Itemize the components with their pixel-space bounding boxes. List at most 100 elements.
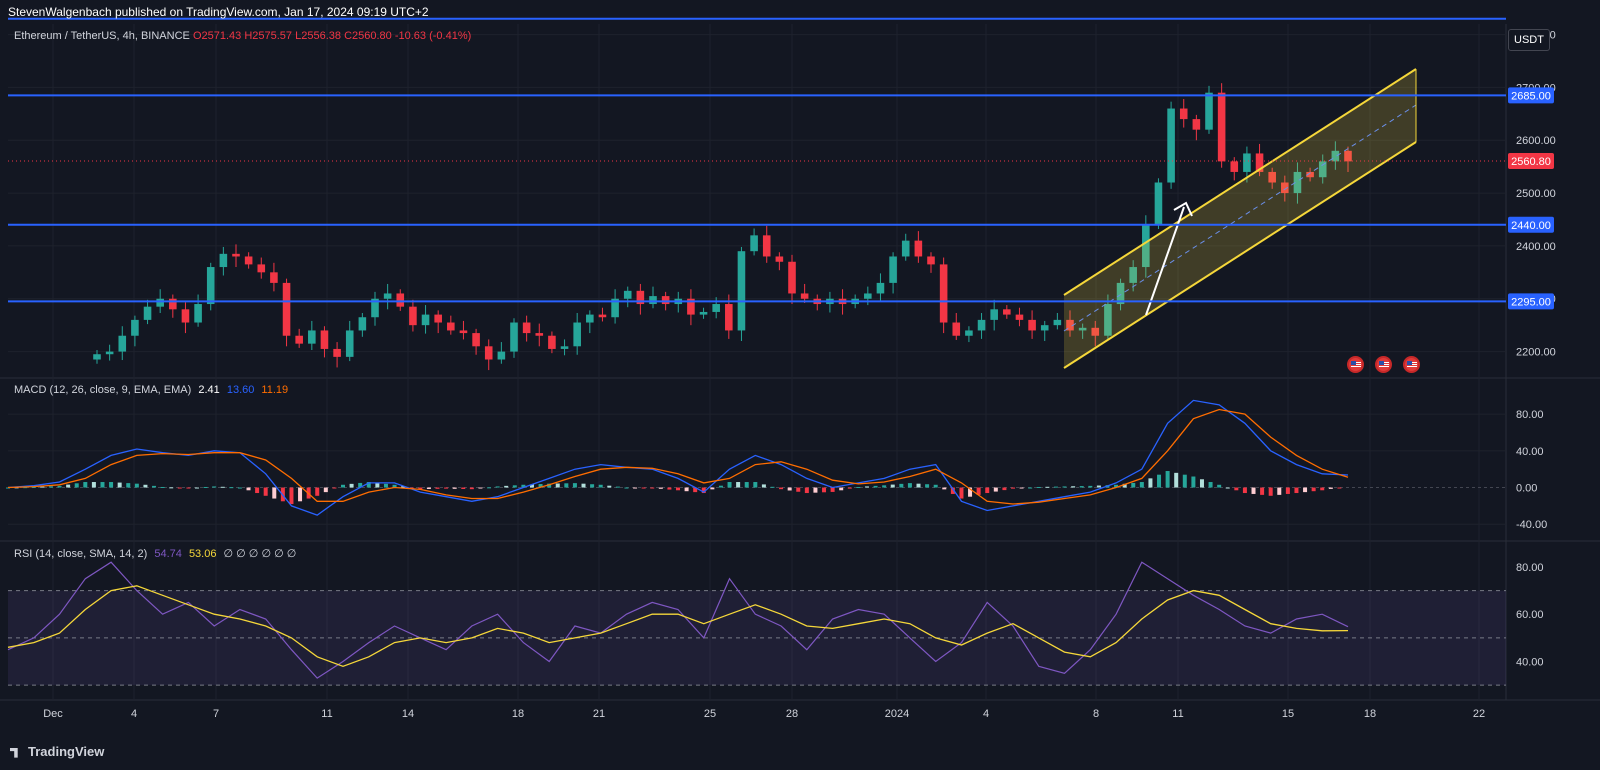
candle-body xyxy=(459,330,468,334)
rsi-line xyxy=(7,561,1349,679)
macd-histogram-bar xyxy=(57,485,62,488)
macd-legend[interactable]: MACD (12, 26, close, 9, EMA, EMA) 2.41 1… xyxy=(14,384,288,396)
macd-histogram-bar xyxy=(1053,486,1058,488)
x-tick-label: 11 xyxy=(321,708,332,720)
macd-histogram-bar xyxy=(143,484,148,488)
us-flag-event-icon[interactable] xyxy=(1403,356,1420,373)
macd-histogram-bar xyxy=(993,487,998,492)
macd-histogram-bar xyxy=(968,487,973,497)
trend-arrow-head xyxy=(1173,201,1193,217)
level-price-tag xyxy=(1508,87,1554,104)
macd-histogram-bar xyxy=(74,483,79,488)
macd-histogram-bar xyxy=(1303,487,1308,493)
macd-histogram-bar xyxy=(272,487,277,499)
macd-histogram-bar xyxy=(590,484,595,488)
candle-body xyxy=(396,293,405,307)
candle-body xyxy=(965,330,973,336)
macd-histogram-bar xyxy=(1139,482,1144,488)
candle-body xyxy=(788,261,796,294)
candle-body xyxy=(1154,182,1163,225)
candle-body xyxy=(737,251,746,331)
macd-histogram-bar xyxy=(1174,472,1179,488)
macd-tick-label: 40.00 xyxy=(1516,446,1544,458)
macd-histogram-bar xyxy=(117,482,122,488)
macd-histogram-bar xyxy=(538,484,543,488)
macd-histogram-bar xyxy=(1337,487,1342,489)
macd-histogram-bar xyxy=(1114,484,1119,488)
macd-line-value: 13.60 xyxy=(226,384,255,396)
low-value: L2556.38 xyxy=(295,30,341,42)
level-price-label: 2440.00 xyxy=(1511,220,1551,232)
candle-body xyxy=(939,264,948,323)
macd-histogram-bar xyxy=(1148,478,1153,488)
macd-histogram-bar xyxy=(830,487,835,492)
macd-tick-label: 0.00 xyxy=(1516,483,1537,495)
macd-histogram-bar xyxy=(1088,485,1093,488)
macd-histogram-bar xyxy=(512,485,517,488)
tradingview-brand[interactable]: TradingView xyxy=(10,744,104,759)
candle-body xyxy=(434,314,442,323)
macd-histogram-bar xyxy=(1165,471,1170,488)
macd-histogram-bar xyxy=(23,487,28,489)
candle-body xyxy=(598,314,607,318)
brand-name: TradingView xyxy=(28,744,105,759)
x-tick-label: 2024 xyxy=(885,708,909,720)
rsi-tick-label: 60.00 xyxy=(1516,609,1544,621)
candle-body xyxy=(712,304,720,312)
candle-body xyxy=(901,240,910,257)
macd-histogram-bar xyxy=(461,487,466,489)
candle-body xyxy=(472,333,480,347)
macd-histogram-bar xyxy=(1191,476,1196,488)
candle-body xyxy=(990,309,998,320)
change-value: -10.63 (-0.41%) xyxy=(394,30,472,42)
macd-histogram-bar xyxy=(916,483,921,488)
candle-body xyxy=(1192,119,1201,130)
macd-histogram-bar xyxy=(1036,486,1041,488)
candle-body xyxy=(1091,327,1100,336)
candle-body xyxy=(156,298,164,307)
candle-body xyxy=(1281,182,1289,194)
macd-histogram-bar xyxy=(1131,482,1136,488)
macd-histogram-bar xyxy=(1028,487,1033,489)
candle-body xyxy=(1167,108,1175,183)
macd-histogram-bar xyxy=(650,487,655,489)
macd-histogram-bar xyxy=(822,487,827,493)
macd-histogram-bar xyxy=(839,487,844,491)
us-flag-event-icon[interactable] xyxy=(1347,356,1364,373)
macd-histogram-bar xyxy=(323,487,328,493)
us-flag-event-icon[interactable] xyxy=(1375,356,1392,373)
macd-histogram-bar xyxy=(598,484,603,488)
macd-histogram-bar xyxy=(718,485,723,488)
macd-histogram-bar xyxy=(1071,486,1076,488)
macd-histogram-bar xyxy=(203,486,208,488)
macd-histogram-bar xyxy=(761,484,766,488)
macd-tick-label: 80.00 xyxy=(1516,409,1544,421)
macd-label: MACD (12, 26, close, 9, EMA, EMA) xyxy=(14,384,192,396)
candle-body xyxy=(206,267,215,305)
macd-histogram-bar xyxy=(1260,487,1265,495)
price-tick-label: 2400.00 xyxy=(1516,241,1556,253)
candle-body xyxy=(282,282,291,336)
macd-histogram-bar xyxy=(375,482,380,488)
candle-body xyxy=(320,330,329,349)
macd-histogram-bar xyxy=(925,484,930,488)
macd-histogram-bar xyxy=(676,487,680,491)
x-tick-label: 14 xyxy=(402,708,414,720)
macd-histogram-bar xyxy=(1242,487,1247,494)
macd-histogram-bar xyxy=(555,483,560,488)
candle-body xyxy=(1028,319,1036,331)
macd-histogram-bar xyxy=(1002,487,1007,491)
currency-button[interactable]: USDT xyxy=(1508,29,1550,51)
candle-body xyxy=(1230,161,1239,172)
macd-tick-label: -40.00 xyxy=(1516,519,1547,531)
rsi-extras: ∅ ∅ ∅ ∅ ∅ ∅ xyxy=(223,548,297,560)
macd-histogram-bar xyxy=(796,487,801,492)
open-value: O2571.43 xyxy=(192,30,242,42)
macd-histogram-bar xyxy=(1045,486,1050,488)
candle-body xyxy=(535,333,544,336)
rsi-value: 54.74 xyxy=(154,548,182,560)
macd-histogram-bar xyxy=(744,482,749,488)
price-tick-label: 2500.00 xyxy=(1516,188,1556,200)
rsi-legend[interactable]: RSI (14, close, SMA, 14, 2) 54.74 53.06 … xyxy=(14,547,296,560)
